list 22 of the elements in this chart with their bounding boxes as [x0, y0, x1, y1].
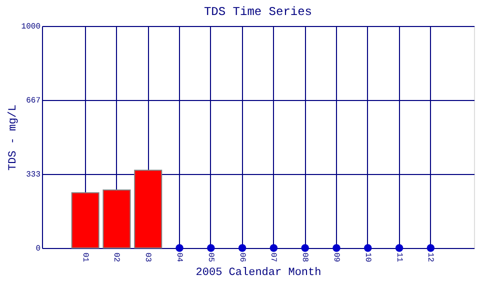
x-tick-label: 11	[394, 252, 404, 262]
x-tick-label: 08	[300, 252, 310, 262]
x-tick-label: 03	[143, 252, 152, 262]
x-tick-label: 10	[362, 252, 372, 262]
bar	[71, 192, 100, 248]
x-tick-label: 01	[80, 252, 90, 262]
bar	[134, 170, 162, 248]
x-tick-label: 07	[268, 252, 278, 262]
y-tick-label: 667	[26, 96, 41, 106]
bar	[102, 190, 131, 248]
y-tick-label: 333	[26, 170, 41, 180]
x-tick-label: 05	[206, 252, 215, 262]
x-tick-label: 04	[174, 252, 184, 262]
y-tick-label: 0	[36, 244, 41, 254]
x-tick-label: 09	[331, 252, 340, 262]
y-axis-title: TDS - mg/L	[7, 104, 20, 171]
x-tick-label: 06	[237, 252, 246, 262]
y-tick-label: 1000	[21, 22, 41, 32]
x-tick-label: 02	[112, 252, 121, 262]
x-axis-title: 2005 Calendar Month	[196, 267, 322, 280]
chart-title: TDS Time Series	[204, 5, 312, 19]
x-tick-label: 12	[426, 252, 435, 262]
